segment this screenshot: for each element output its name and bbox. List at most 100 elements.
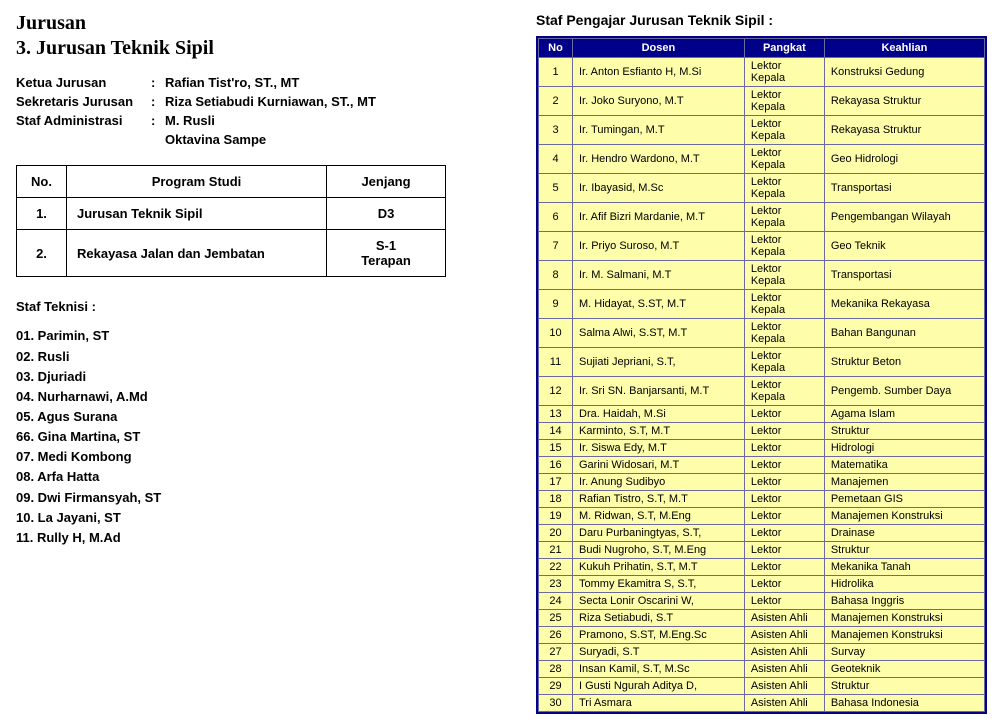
table-row: 17Ir. Anung SudibyoLektorManajemen	[539, 474, 985, 491]
cell-dosen: Suryadi, S.T	[573, 644, 745, 661]
cell-no: 17	[539, 474, 573, 491]
cell-pangkat: Lektor	[744, 559, 824, 576]
info-value: M. Rusli	[165, 112, 215, 131]
cell-no: 21	[539, 542, 573, 559]
cell-dosen: Ir. Ibayasid, M.Sc	[573, 174, 745, 203]
cell-keahlian: Bahasa Indonesia	[824, 695, 984, 712]
cell-no: 16	[539, 457, 573, 474]
table-row: 25Riza Setiabudi, S.TAsisten AhliManajem…	[539, 610, 985, 627]
list-item: 09. Dwi Firmansyah, ST	[16, 488, 496, 508]
teknisi-list: 01. Parimin, ST02. Rusli03. Djuriadi04. …	[16, 326, 496, 548]
cell-no: 11	[539, 348, 573, 377]
cell-no: 10	[539, 319, 573, 348]
cell-no: 25	[539, 610, 573, 627]
table-row: 4Ir. Hendro Wardono, M.TLektor KepalaGeo…	[539, 145, 985, 174]
cell-pangkat: Asisten Ahli	[744, 644, 824, 661]
cell-keahlian: Mekanika Tanah	[824, 559, 984, 576]
cell-keahlian: Konstruksi Gedung	[824, 58, 984, 87]
cell-dosen: Tri Asmara	[573, 695, 745, 712]
cell-no: 7	[539, 232, 573, 261]
cell-keahlian: Rekayasa Struktur	[824, 87, 984, 116]
cell-no: 26	[539, 627, 573, 644]
cell-no: 22	[539, 559, 573, 576]
cell-no: 1	[539, 58, 573, 87]
cell-keahlian: Survay	[824, 644, 984, 661]
cell-keahlian: Struktur Beton	[824, 348, 984, 377]
cell-no: 15	[539, 440, 573, 457]
list-item: 10. La Jayani, ST	[16, 508, 496, 528]
table-row: 7Ir. Priyo Suroso, M.TLektor KepalaGeo T…	[539, 232, 985, 261]
table-row: 30Tri AsmaraAsisten AhliBahasa Indonesia	[539, 695, 985, 712]
table-row: 2.Rekayasa Jalan dan JembatanS-1 Terapan	[17, 230, 446, 277]
table-row: 3Ir. Tumingan, M.TLektor KepalaRekayasa …	[539, 116, 985, 145]
table-row: 12Ir. Sri SN. Banjarsanti, M.TLektor Kep…	[539, 377, 985, 406]
list-item: 02. Rusli	[16, 347, 496, 367]
table-row: 28Insan Kamil, S.T, M.ScAsisten AhliGeot…	[539, 661, 985, 678]
cell-keahlian: Geo Hidrologi	[824, 145, 984, 174]
table-row: 8Ir. M. Salmani, M.TLektor KepalaTranspo…	[539, 261, 985, 290]
info-label: Staf Administrasi	[16, 112, 151, 131]
info-row: Ketua Jurusan:Rafian Tist'ro, ST., MT	[16, 74, 496, 93]
cell-no: 3	[539, 116, 573, 145]
cell-dosen: Ir. Joko Suryono, M.T	[573, 87, 745, 116]
cell-no: 28	[539, 661, 573, 678]
table-row: 29I Gusti Ngurah Aditya D,Asisten AhliSt…	[539, 678, 985, 695]
cell-keahlian: Matematika	[824, 457, 984, 474]
col-dosen: Dosen	[573, 39, 745, 58]
cell-no: 1.	[17, 198, 67, 230]
cell-pangkat: Lektor	[744, 491, 824, 508]
table-row: 9M. Hidayat, S.ST, M.TLektor KepalaMekan…	[539, 290, 985, 319]
cell-keahlian: Bahan Bangunan	[824, 319, 984, 348]
cell-pangkat: Lektor	[744, 474, 824, 491]
table-row: 14Karminto, S.T, M.TLektorStruktur	[539, 423, 985, 440]
table-row: 10Salma Alwi, S.ST, M.TLektor KepalaBaha…	[539, 319, 985, 348]
info-value: Riza Setiabudi Kurniawan, ST., MT	[165, 93, 376, 112]
cell-keahlian: Struktur	[824, 678, 984, 695]
dosen-table: No Dosen Pangkat Keahlian 1Ir. Anton Esf…	[538, 38, 985, 712]
info-row: Staf Administrasi:M. Rusli	[16, 112, 496, 131]
info-colon: :	[151, 93, 165, 112]
heading-jurusan: Jurusan	[16, 12, 496, 35]
cell-pangkat: Asisten Ahli	[744, 695, 824, 712]
cell-pangkat: Lektor	[744, 440, 824, 457]
dosen-title: Staf Pengajar Jurusan Teknik Sipil :	[536, 12, 987, 28]
program-studi-table: No. Program Studi Jenjang 1.Jurusan Tekn…	[16, 165, 446, 277]
cell-dosen: Riza Setiabudi, S.T	[573, 610, 745, 627]
cell-no: 20	[539, 525, 573, 542]
cell-dosen: Ir. Priyo Suroso, M.T	[573, 232, 745, 261]
table-row: 1Ir. Anton Esfianto H, M.SiLektor Kepala…	[539, 58, 985, 87]
cell-dosen: Daru Purbaningtyas, S.T,	[573, 525, 745, 542]
cell-pangkat: Lektor	[744, 423, 824, 440]
cell-dosen: Budi Nugroho, S.T, M.Eng	[573, 542, 745, 559]
cell-no: 24	[539, 593, 573, 610]
info-colon: :	[151, 74, 165, 93]
cell-keahlian: Transportasi	[824, 174, 984, 203]
cell-dosen: Ir. Anton Esfianto H, M.Si	[573, 58, 745, 87]
cell-pangkat: Lektor Kepala	[744, 174, 824, 203]
cell-keahlian: Struktur	[824, 423, 984, 440]
teknisi-label: Staf Teknisi :	[16, 299, 496, 314]
cell-no: 9	[539, 290, 573, 319]
cell-keahlian: Rekayasa Struktur	[824, 116, 984, 145]
cell-dosen: Garini Widosari, M.T	[573, 457, 745, 474]
cell-pangkat: Lektor Kepala	[744, 203, 824, 232]
cell-no: 18	[539, 491, 573, 508]
cell-pangkat: Lektor Kepala	[744, 116, 824, 145]
list-item: 08. Arfa Hatta	[16, 467, 496, 487]
cell-dosen: Pramono, S.ST, M.Eng.Sc	[573, 627, 745, 644]
cell-dosen: Secta Lonir Oscarini W,	[573, 593, 745, 610]
info-block: Ketua Jurusan:Rafian Tist'ro, ST., MTSek…	[16, 74, 496, 149]
cell-no: 14	[539, 423, 573, 440]
cell-pangkat: Lektor	[744, 576, 824, 593]
cell-dosen: Ir. Sri SN. Banjarsanti, M.T	[573, 377, 745, 406]
cell-keahlian: Manajemen Konstruksi	[824, 627, 984, 644]
table-row: 23Tommy Ekamitra S, S.T,LektorHidrolika	[539, 576, 985, 593]
cell-pangkat: Lektor	[744, 593, 824, 610]
info-colon	[151, 131, 165, 150]
col-prog: Program Studi	[67, 166, 327, 198]
cell-no: 2.	[17, 230, 67, 277]
cell-prog: Rekayasa Jalan dan Jembatan	[67, 230, 327, 277]
list-item: 04. Nurharnawi, A.Md	[16, 387, 496, 407]
cell-dosen: Salma Alwi, S.ST, M.T	[573, 319, 745, 348]
cell-no: 19	[539, 508, 573, 525]
